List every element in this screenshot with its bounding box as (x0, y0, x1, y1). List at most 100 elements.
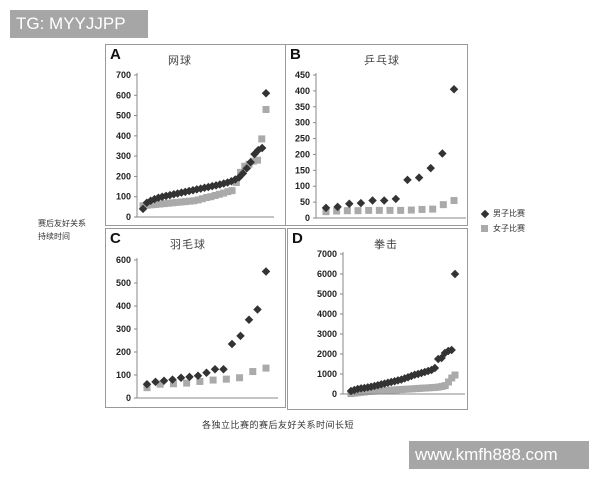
y-tick-label: 6000 (317, 269, 337, 279)
watermark-bottom: www.kmfh888.com (409, 441, 589, 469)
panel-tennis: A 网球 0 100 200 300 400 500 600 700 (105, 44, 286, 226)
data-point-women (236, 374, 244, 382)
data-point-men (253, 305, 262, 314)
data-point-women (147, 201, 155, 209)
y-tick-label: 200 (116, 347, 131, 357)
legend-label-men: 男子比赛 (493, 209, 525, 218)
data-point-women (181, 198, 189, 206)
data-point-women (220, 189, 228, 197)
y-tick-label: 3000 (317, 329, 337, 339)
legend-item-women: 女子比赛 (481, 221, 525, 236)
data-point-men (202, 368, 211, 377)
data-point-women (407, 206, 415, 214)
y-tick-label: 5000 (317, 289, 337, 299)
data-point-men (193, 371, 203, 380)
panel-title: 羽毛球 (170, 238, 206, 251)
data-point-men (257, 143, 267, 153)
data-point-women (262, 364, 270, 372)
scatter-plot-tennis: 0 100 200 300 400 500 600 700 (116, 70, 274, 222)
y-tick-label: 600 (116, 255, 131, 265)
data-point-women (207, 193, 215, 201)
legend-item-men: 男子比赛 (480, 206, 525, 221)
data-point-men (379, 196, 389, 205)
data-point-women (209, 376, 217, 384)
y-tick-label: 500 (116, 111, 131, 121)
data-point-men (242, 164, 252, 173)
y-tick-label: 250 (295, 134, 310, 144)
panel-badminton: C 羽毛球 0 100 200 300 400 500 600 (105, 228, 286, 408)
panel-table-tennis: B 乒乓球 0 50 100 150 200 250 300 350 400 450 (285, 44, 468, 226)
y-tick-label: 700 (116, 70, 131, 80)
data-point-women (333, 207, 341, 215)
legend-label-women: 女子比赛 (493, 224, 525, 233)
data-point-women (173, 198, 181, 206)
data-point-men (246, 157, 255, 167)
y-tick-label: 300 (116, 151, 131, 161)
y-tick-label: 300 (295, 118, 310, 128)
y-tick-label: 7000 (317, 249, 337, 259)
data-point-women (448, 374, 456, 382)
data-point-women (450, 197, 458, 205)
y-tick-label: 300 (116, 324, 131, 334)
data-point-women (343, 207, 351, 215)
y-tick-label: 400 (295, 86, 310, 96)
data-point-women (152, 200, 160, 208)
data-point-men (185, 372, 194, 382)
data-point-women (397, 206, 405, 214)
y-tick-label: 350 (295, 102, 310, 112)
data-point-men (244, 315, 254, 325)
data-point-men (356, 198, 366, 208)
data-point-men (321, 203, 331, 213)
y-tick-label: 500 (116, 278, 131, 288)
y-tick-label: 4000 (317, 309, 337, 319)
data-point-women (254, 156, 262, 164)
data-point-women (198, 195, 206, 203)
data-point-men (449, 85, 459, 94)
y-tick-label: 0 (126, 212, 131, 222)
data-point-women (386, 206, 394, 214)
y-tick-label: 200 (295, 149, 310, 159)
y-tick-label: 0 (332, 389, 337, 399)
data-point-men (210, 365, 220, 374)
data-point-women (224, 188, 232, 196)
data-point-women (169, 199, 177, 207)
data-point-men (403, 175, 412, 185)
y-tick-label: 50 (300, 197, 310, 207)
y-tick-label: 150 (295, 165, 310, 175)
data-point-men (238, 169, 248, 178)
y-tick-label: 400 (116, 301, 131, 311)
data-point-men (426, 163, 435, 173)
y-axis-label-line2: 持续时间 (38, 232, 70, 241)
data-point-women (156, 380, 164, 388)
x-axis-caption: 各独立比赛的赛后友好关系时间长短 (202, 421, 355, 431)
data-point-women (160, 200, 168, 208)
data-point-women (365, 206, 373, 214)
data-point-men (151, 377, 160, 387)
data-point-men (261, 89, 271, 98)
data-point-women (418, 205, 426, 213)
data-point-men (430, 363, 440, 373)
y-tick-label: 2000 (317, 349, 337, 359)
data-point-women (445, 378, 452, 386)
data-point-men (219, 365, 228, 374)
data-point-women (249, 368, 257, 376)
data-point-women (169, 380, 177, 388)
data-point-men (176, 373, 186, 383)
panel-letter: B (290, 46, 301, 63)
data-point-women (186, 197, 194, 205)
panel-letter: C (110, 230, 121, 247)
data-point-women (211, 191, 219, 199)
panel-title: 拳击 (374, 238, 398, 251)
data-point-men (261, 267, 271, 276)
scatter-plot-boxing: 0 1000 2000 3000 4000 5000 6000 7000 (317, 249, 465, 399)
y-tick-label: 400 (116, 131, 131, 141)
data-point-women (354, 207, 362, 215)
scatter-plot-table-tennis: 0 50 100 150 200 250 300 350 400 450 (295, 70, 466, 223)
data-point-women (196, 377, 204, 385)
y-tick-label: 1000 (317, 369, 337, 379)
data-point-men (227, 339, 237, 349)
data-point-women (156, 200, 164, 208)
y-tick-label: 0 (305, 213, 310, 223)
data-point-women (429, 205, 437, 213)
y-tick-label: 200 (116, 171, 131, 181)
